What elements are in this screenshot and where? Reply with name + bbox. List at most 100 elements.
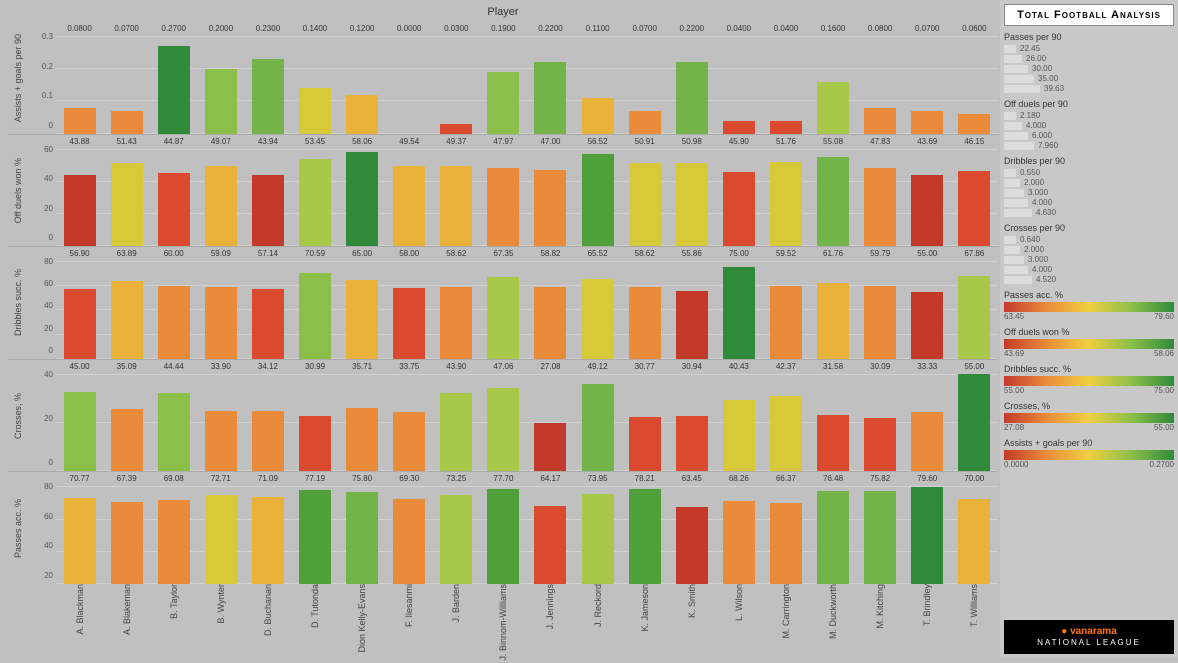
legend-step: 3.000 [1004, 188, 1174, 197]
bar [299, 159, 331, 246]
x-tick: K. Jameson [621, 584, 668, 654]
bar [440, 124, 472, 134]
bar-cell: 49.37 [433, 149, 480, 247]
x-tick: K. Smith [668, 584, 715, 654]
legend-step: 6.000 [1004, 131, 1174, 140]
legend-step-label: 0.640 [1020, 235, 1040, 244]
main-chart-area: Player Assists + goals per 900.30.20.100… [0, 0, 1000, 658]
x-tick: J. Binnom-Williams [480, 584, 527, 654]
bar-cell: 55.08 [810, 149, 857, 247]
bar [864, 286, 896, 359]
bar [299, 88, 331, 134]
bar [111, 163, 143, 247]
bar [205, 495, 237, 584]
bar-value-label: 67.35 [493, 249, 513, 258]
bar-cell: 43.90 [433, 374, 480, 472]
bar [534, 170, 566, 246]
bar-value-label: 55.00 [964, 362, 984, 371]
bar [534, 506, 566, 584]
legend-title: Dribbles per 90 [1004, 156, 1174, 166]
bar-cell: 35.09 [103, 374, 150, 472]
bar [629, 287, 661, 359]
bar [299, 273, 331, 359]
y-axis: 6040200 [28, 135, 56, 247]
bar-value-label: 50.98 [682, 137, 702, 146]
bar [676, 416, 708, 471]
bar [864, 108, 896, 134]
bar-value-label: 79.60 [917, 474, 937, 483]
legend-title: Crosses, % [1004, 401, 1174, 411]
bar-value-label: 47.97 [493, 137, 513, 146]
size-legend: Passes per 9022.4526.0030.0035.0039.63 [1004, 32, 1174, 93]
bar [534, 287, 566, 359]
legend-step: 2.000 [1004, 245, 1174, 254]
bar-value-label: 35.09 [117, 362, 137, 371]
bar-cell: 50.98 [668, 149, 715, 247]
bar-value-label: 31.58 [823, 362, 843, 371]
bar-value-label: 49.37 [446, 137, 466, 146]
bar-cell: 47.06 [480, 374, 527, 472]
gradient-bar [1004, 302, 1174, 312]
bar [676, 507, 708, 584]
bar-cell: 75.82 [857, 486, 904, 584]
bar-cell: 69.30 [386, 486, 433, 584]
legend-min: 27.08 [1004, 423, 1024, 432]
bar-value-label: 77.70 [493, 474, 513, 483]
x-tick: D. Buchanan [244, 584, 291, 654]
bar [723, 121, 755, 134]
y-axis: 40200 [28, 360, 56, 472]
legend-step-label: 3.000 [1028, 255, 1048, 264]
bar-cell: 56.90 [56, 261, 103, 359]
bar-value-label: 66.37 [776, 474, 796, 483]
chart-title: Player [8, 4, 998, 22]
legend-swatch [1004, 236, 1016, 244]
bar-cell: 30.09 [857, 374, 904, 472]
legend-step-label: 39.63 [1044, 84, 1064, 93]
bar-value-label: 75.00 [729, 249, 749, 258]
bar-cell: 0.0300 [433, 36, 480, 134]
bar [440, 166, 472, 246]
legend-step: 4.630 [1004, 208, 1174, 217]
bar-value-label: 58.62 [446, 249, 466, 258]
bar-value-label: 65.52 [588, 249, 608, 258]
legend-step-label: 2.180 [1020, 111, 1040, 120]
bar-value-label: 47.00 [540, 137, 560, 146]
bar [770, 396, 802, 471]
bar-cell: 63.89 [103, 261, 150, 359]
color-legend: Dribbles succ. %55.0075.00 [1004, 364, 1174, 395]
legend-step: 7.960 [1004, 141, 1174, 150]
bar-value-label: 63.45 [682, 474, 702, 483]
bar [582, 154, 614, 246]
bar [770, 162, 802, 246]
bar-cell: 63.45 [668, 486, 715, 584]
size-legends: Passes per 9022.4526.0030.0035.0039.63 Of… [1004, 32, 1174, 290]
bar [629, 111, 661, 134]
x-tick: L. Wilson [715, 584, 762, 654]
bar-cell: 0.0400 [715, 36, 762, 134]
bar [487, 277, 519, 359]
size-legend: Off duels per 902.1804.0006.0007.960 [1004, 99, 1174, 150]
x-tick: J. Jennings [527, 584, 574, 654]
legend-sidebar: Total Football Analysis Passes per 9022.… [1000, 0, 1178, 658]
bar-value-label: 27.08 [540, 362, 560, 371]
legend-step: 35.00 [1004, 74, 1174, 83]
bar [440, 393, 472, 471]
legend-swatch [1004, 142, 1034, 150]
bar-value-label: 59.52 [776, 249, 796, 258]
x-tick: J. Reckord [574, 584, 621, 654]
legend-swatch [1004, 45, 1016, 53]
panel-off_duels: Off duels won %604020043.8851.4344.8749.… [8, 134, 998, 247]
y-label: Dribbles succ. % [13, 269, 23, 336]
bar-value-label: 58.06 [352, 137, 372, 146]
legend-step: 4.520 [1004, 275, 1174, 284]
bar-cell: 57.14 [244, 261, 291, 359]
bar-value-label: 51.43 [117, 137, 137, 146]
bar-cell: 50.91 [621, 149, 668, 247]
bar-value-label: 0.0800 [868, 24, 892, 33]
bar-cell: 0.0800 [857, 36, 904, 134]
legend-max: 55.00 [1154, 423, 1174, 432]
bar-cell: 33.33 [904, 374, 951, 472]
legend-title: Passes acc. % [1004, 290, 1174, 300]
bar-value-label: 69.30 [399, 474, 419, 483]
bar-value-label: 40.43 [729, 362, 749, 371]
